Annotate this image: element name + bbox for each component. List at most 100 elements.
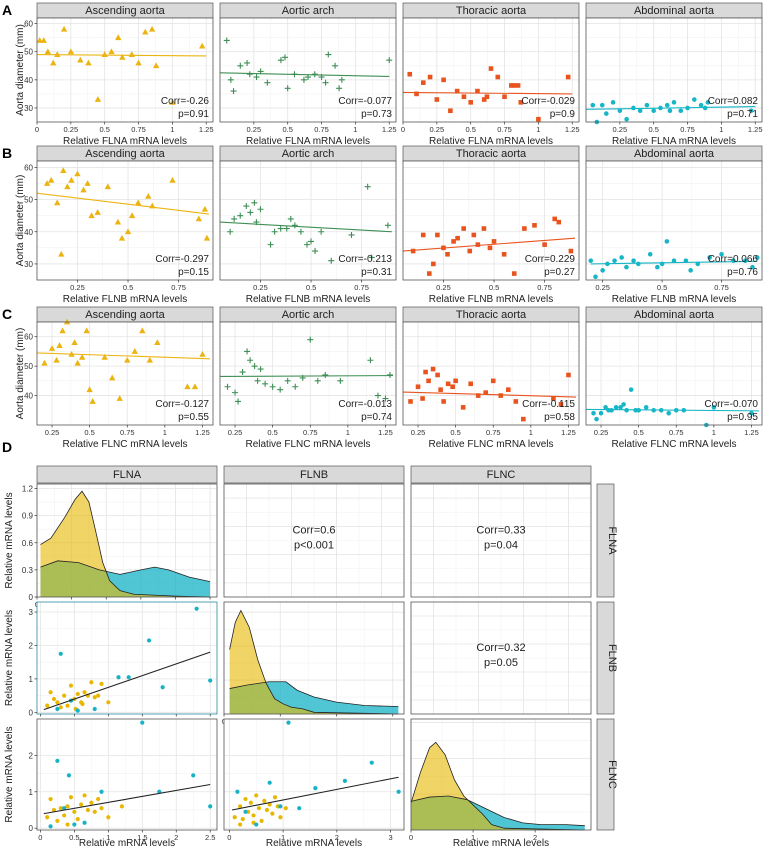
data-point — [386, 57, 393, 64]
x-tick-label: 0.75 — [354, 283, 369, 292]
density-outline — [410, 795, 585, 827]
data-point — [82, 793, 87, 798]
x-tick-label: 0.75 — [714, 283, 729, 292]
facet-title: Ascending aorta — [85, 148, 165, 160]
data-point — [84, 180, 91, 186]
data-point — [48, 690, 53, 695]
x-axis-label: Relative FLNB mRNA levels — [612, 294, 736, 305]
data-point — [85, 807, 91, 813]
data-point — [232, 815, 237, 820]
data-point — [337, 377, 344, 384]
data-point — [619, 255, 624, 260]
x-tick-label: 1.5 — [137, 833, 147, 842]
data-point — [502, 94, 507, 100]
data-point — [430, 366, 436, 372]
p-value-label: p<0.001 — [294, 540, 334, 552]
data-point — [308, 238, 315, 245]
correlation-label: Corr=0.082 — [708, 96, 759, 107]
correlation-label: Corr=-0.127 — [155, 399, 209, 410]
y-tick-label: 2 — [29, 641, 34, 650]
x-tick-label: 0.5 — [465, 125, 475, 134]
x-tick-label: 0 — [409, 833, 413, 842]
facet: Thoracic aorta Corr=0.229 p=0.27 0.25 0.5 0.7… — [402, 145, 580, 305]
x-tick-label: 1 — [281, 833, 285, 842]
x-tick-label: 0.25 — [64, 125, 79, 134]
regression-line — [231, 776, 399, 811]
data-point — [80, 701, 85, 707]
data-point — [262, 380, 269, 387]
x-tick-label: 0.75 — [669, 428, 684, 437]
data-point — [62, 813, 67, 818]
x-tick-label: 1.25 — [382, 125, 397, 134]
x-tick-label: 0.5 — [633, 428, 643, 437]
data-point — [475, 393, 481, 398]
correlation-label: Corr=-0.297 — [155, 254, 209, 265]
data-point — [74, 359, 81, 366]
data-point — [41, 359, 48, 366]
density-outline — [229, 681, 399, 707]
data-point — [63, 318, 71, 325]
data-point — [707, 255, 712, 260]
data-point — [208, 678, 213, 683]
correlation-cell: Corr=0.33 p=0.04 — [410, 483, 592, 598]
data-point — [116, 675, 121, 680]
column-label: FLNC — [487, 469, 516, 481]
data-point — [198, 42, 206, 49]
data-point — [283, 806, 288, 811]
data-point — [664, 239, 670, 244]
data-point — [673, 407, 679, 413]
data-point — [128, 212, 136, 219]
data-point — [251, 363, 258, 370]
y-tick-label: 0 — [29, 708, 34, 717]
facet: Thoracic aorta Corr=-0.115 p=0.58 0.25 0.5 0.… — [402, 306, 580, 450]
x-tick-label: 1.25 — [561, 428, 576, 437]
data-point — [552, 216, 558, 222]
column-strip — [36, 465, 218, 484]
data-point — [451, 239, 456, 244]
density-outline — [229, 609, 399, 715]
data-point — [624, 407, 629, 413]
plot-border — [402, 321, 580, 426]
data-point — [688, 268, 693, 273]
data-point — [651, 108, 656, 114]
correlation-cell: Corr=0.32 p=0.05 — [410, 601, 592, 715]
data-point — [658, 105, 663, 111]
data-point — [66, 773, 72, 778]
x-axis-label: Relative mRNA levels — [266, 838, 362, 849]
data-point — [307, 336, 314, 343]
data-point — [251, 199, 258, 206]
data-point — [44, 48, 52, 55]
y-tick-label: 50 — [24, 196, 33, 205]
data-point — [551, 396, 556, 401]
data-point — [414, 91, 419, 97]
data-point — [410, 248, 416, 254]
data-point — [297, 228, 304, 235]
plot-border — [585, 160, 763, 281]
data-point — [521, 416, 526, 422]
column-strip — [410, 465, 592, 484]
density-outline — [40, 560, 211, 583]
data-point — [72, 822, 77, 827]
data-point — [445, 251, 450, 257]
data-point — [74, 170, 81, 177]
data-point — [148, 25, 156, 32]
data-point — [224, 383, 231, 390]
y-tick-label: 40 — [24, 76, 33, 85]
correlation-cell: Corr=0.6 p<0.001 — [223, 483, 405, 598]
data-point — [305, 74, 311, 81]
data-point — [86, 386, 93, 393]
regression-line — [43, 783, 211, 815]
data-point — [238, 822, 243, 827]
x-tick-label: 0.5 — [267, 428, 277, 437]
data-point — [490, 378, 496, 384]
y-axis-label: Relative mRNA levels — [4, 610, 15, 706]
data-point — [292, 383, 299, 390]
regression-line — [36, 192, 210, 215]
data-point — [72, 809, 77, 814]
data-point — [149, 202, 156, 209]
p-value-label: p=0.55 — [178, 412, 209, 423]
data-point — [643, 405, 649, 410]
data-point — [664, 102, 670, 108]
data-point — [152, 62, 160, 69]
x-tick-label: 1 — [536, 125, 540, 134]
